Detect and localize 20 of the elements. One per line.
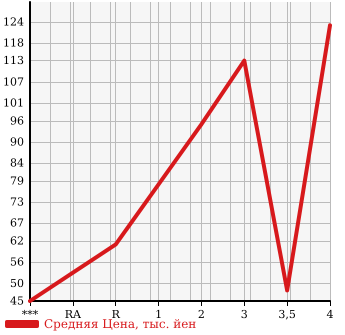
y-tick-label: 45 xyxy=(10,294,24,308)
y-tick-label: 50 xyxy=(10,276,24,290)
y-tick-label: 90 xyxy=(10,135,24,148)
y-tick-label: 107 xyxy=(3,75,24,88)
y-tick-label: 84 xyxy=(10,156,24,170)
y-tick-label: 62 xyxy=(10,234,24,248)
x-tick-label: 2 xyxy=(198,308,205,321)
y-tick-label: 113 xyxy=(3,54,24,68)
y-tick-label: 56 xyxy=(10,256,24,269)
x-tick-label: 3,5 xyxy=(278,308,296,321)
y-tick-label: 118 xyxy=(3,36,24,50)
y-tick-label: 124 xyxy=(3,15,24,28)
y-tick-label: 79 xyxy=(10,174,24,188)
x-tick-label: 4 xyxy=(326,308,334,321)
x-tick-label: *** xyxy=(22,308,39,321)
y-tick-label: 73 xyxy=(10,196,24,209)
y-tick-label: 96 xyxy=(10,114,24,128)
x-tick-label: 3 xyxy=(240,308,248,321)
y-tick-label: 67 xyxy=(10,216,24,230)
y-tick-label: 101 xyxy=(3,96,24,110)
